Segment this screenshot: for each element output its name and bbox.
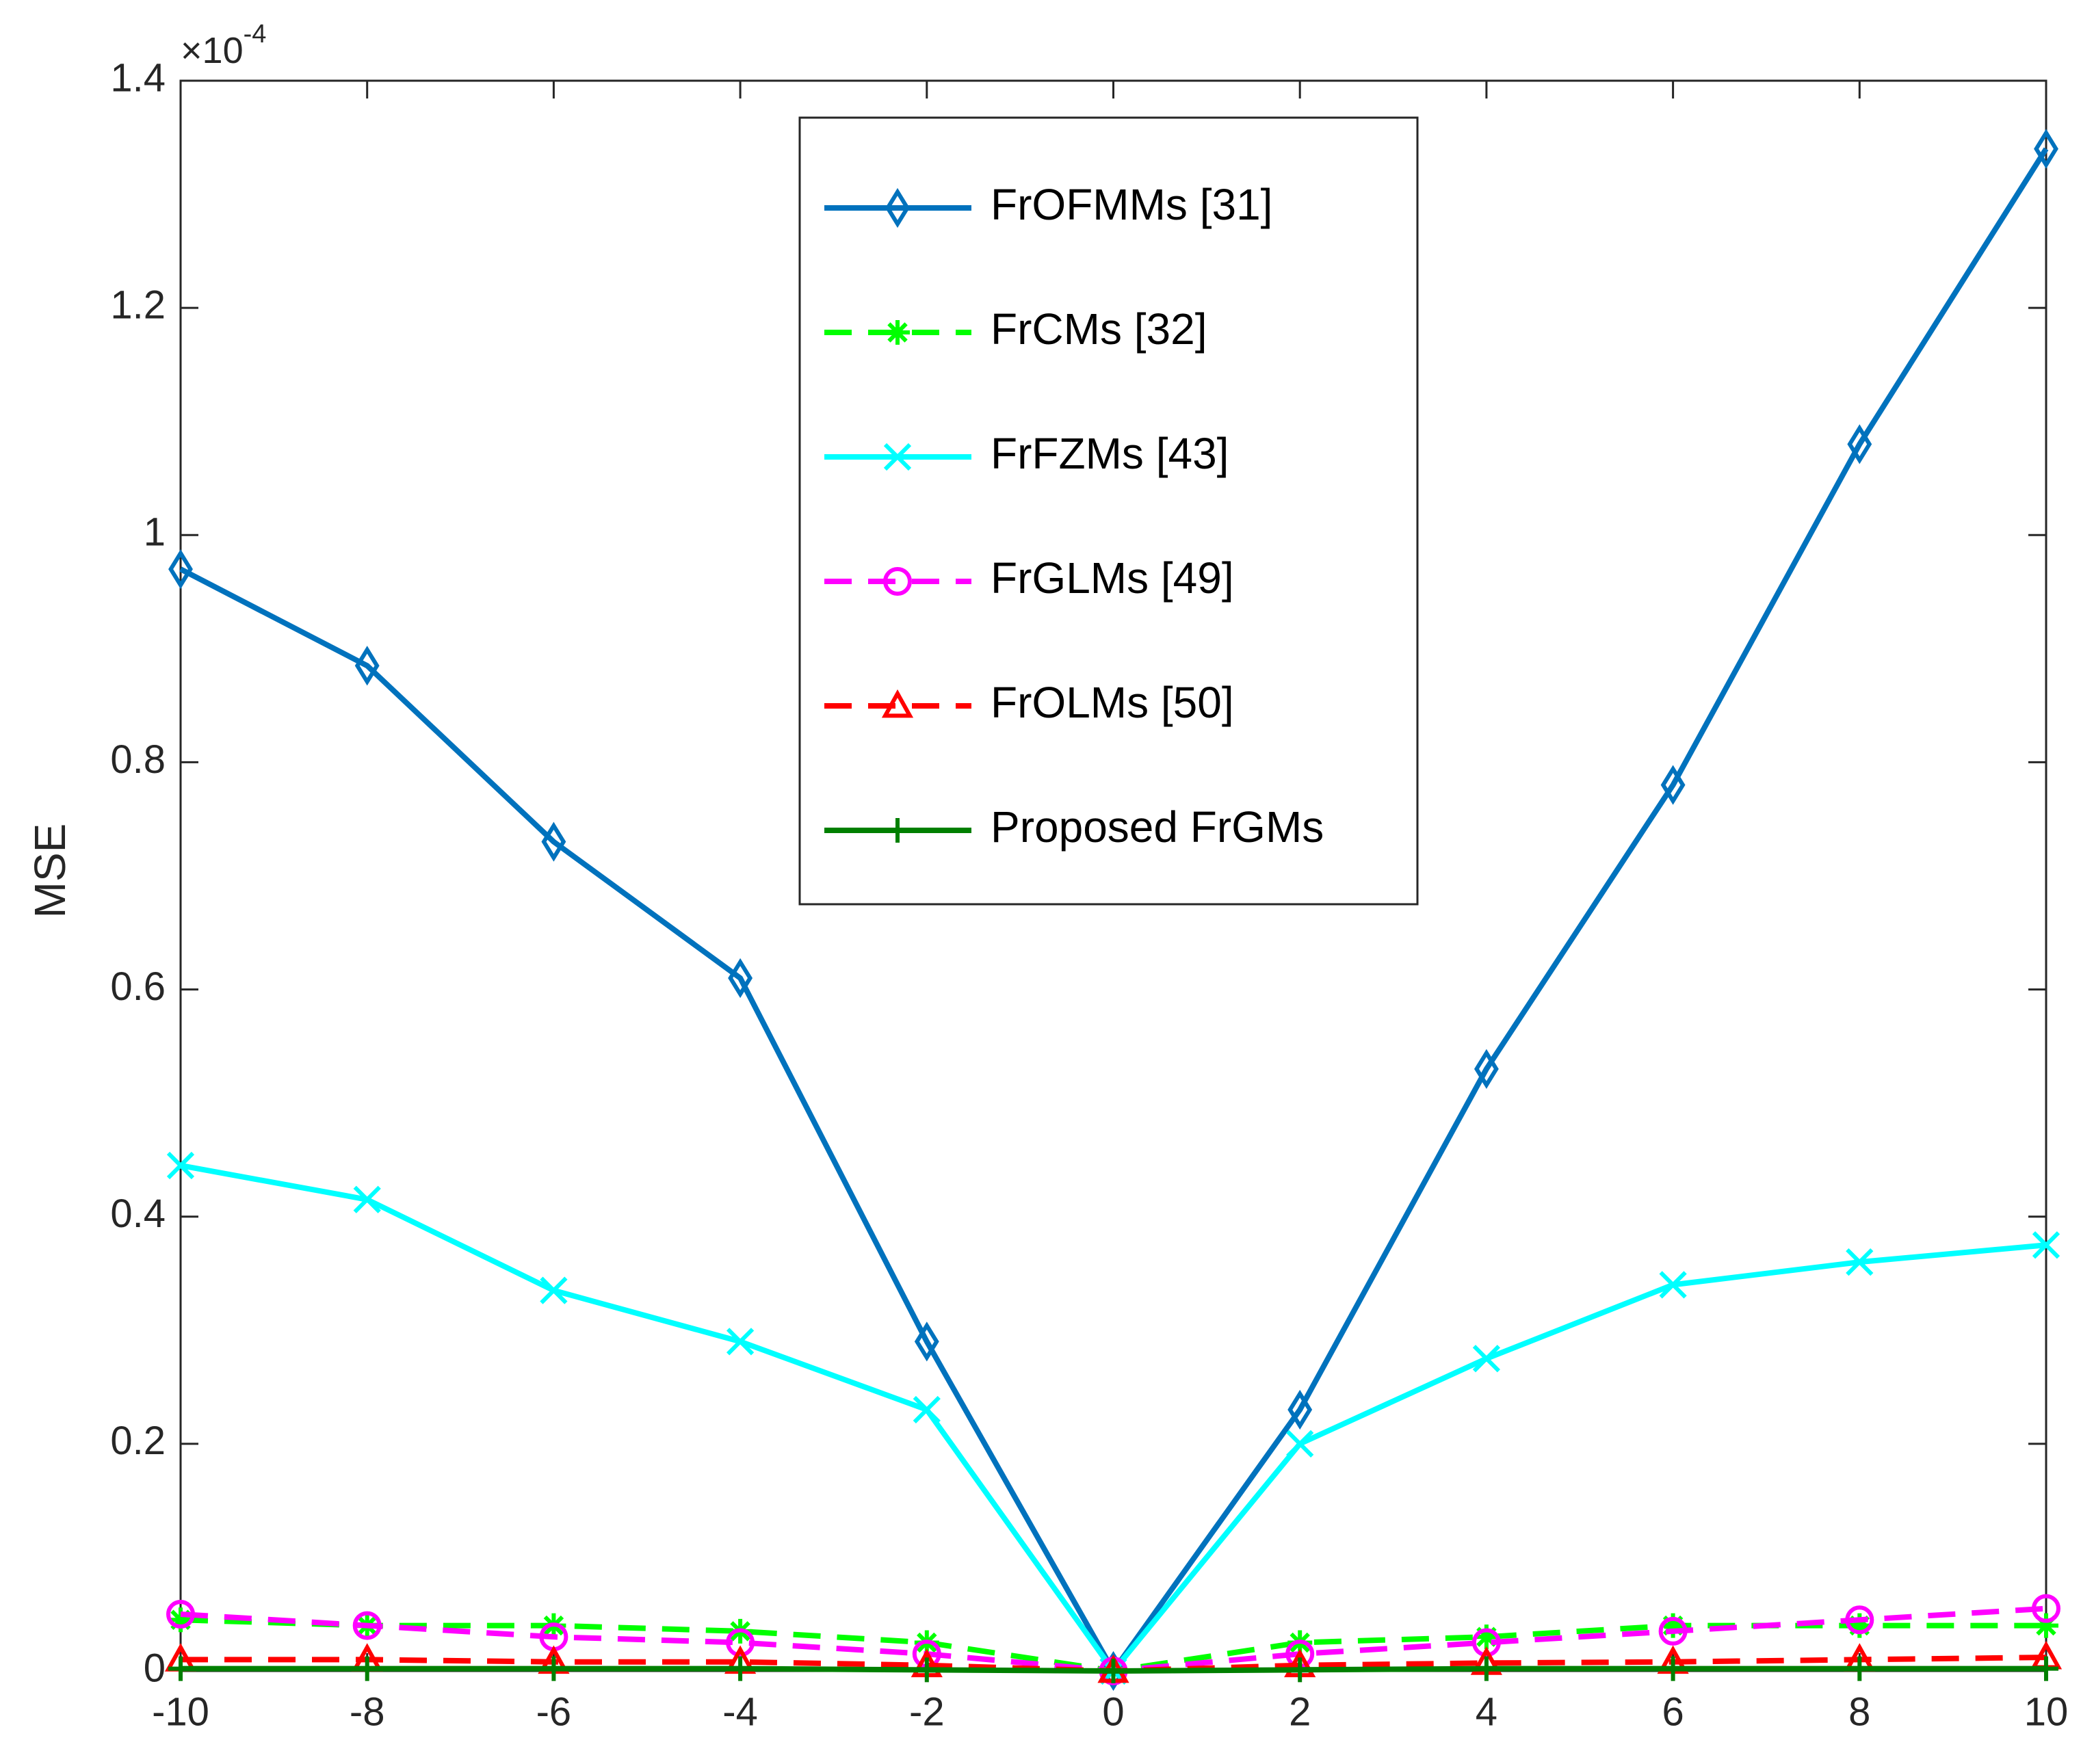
marker <box>166 1151 195 1180</box>
marker <box>2034 129 2058 169</box>
y-axis-label: MSE <box>25 824 75 919</box>
marker <box>914 1321 939 1362</box>
marker <box>168 549 193 590</box>
marker <box>1474 1656 1499 1681</box>
marker <box>1847 424 1872 464</box>
marker <box>1847 1613 1872 1638</box>
marker <box>353 1185 381 1213</box>
y-tick-label: 1.2 <box>110 282 166 327</box>
y-tick-label: 0.2 <box>110 1419 166 1463</box>
marker <box>728 1656 753 1681</box>
marker <box>885 818 910 843</box>
x-tick-label: 6 <box>1662 1689 1684 1734</box>
marker <box>885 187 910 228</box>
legend-label: FrGLMs [49] <box>991 553 1234 603</box>
x-tick-label: 4 <box>1476 1689 1497 1734</box>
marker <box>1845 1605 1874 1635</box>
marker <box>352 1611 382 1640</box>
marker <box>726 1328 755 1356</box>
y-tick-label: 1 <box>144 510 166 555</box>
marker <box>1474 1624 1499 1650</box>
y-multiplier-base: ×10 <box>181 30 244 71</box>
x-tick-label: 10 <box>2024 1689 2069 1734</box>
x-tick-label: -8 <box>350 1689 385 1734</box>
marker <box>1847 1656 1872 1681</box>
x-tick-label: -6 <box>536 1689 572 1734</box>
marker <box>881 689 914 718</box>
marker <box>354 1656 380 1681</box>
marker <box>1472 1345 1501 1373</box>
marker <box>2034 1656 2058 1681</box>
marker <box>354 646 380 686</box>
legend-label: Proposed FrGMs <box>991 802 1324 852</box>
marker <box>1658 1616 1688 1646</box>
legend: FrOFMMs [31] FrCMs [32] FrFZMs [43] FrGLMs … <box>798 116 1419 906</box>
legend-label: FrCMs [32] <box>991 304 1207 354</box>
marker <box>1101 1659 1126 1683</box>
legend-label: FrOFMMs [31] <box>991 180 1272 229</box>
marker <box>726 1628 755 1657</box>
y-multiplier: ×10-4 <box>181 20 266 71</box>
marker <box>540 1276 568 1304</box>
legend-label: FrOLMs [50] <box>991 678 1234 727</box>
marker <box>883 443 912 471</box>
marker <box>1660 1656 1686 1681</box>
marker <box>885 320 910 345</box>
marker <box>1659 1271 1687 1299</box>
marker <box>1287 1389 1313 1430</box>
legend-label: FrFZMs [43] <box>991 429 1229 478</box>
marker <box>541 821 566 862</box>
marker <box>1286 1430 1314 1458</box>
y-tick-label: 1.4 <box>110 55 166 100</box>
y-tick-label: 0 <box>144 1646 166 1690</box>
x-tick-label: -4 <box>722 1689 758 1734</box>
y-multiplier-exponent: -4 <box>244 20 267 49</box>
marker <box>1660 765 1686 805</box>
marker <box>1846 1248 1874 1276</box>
marker <box>166 1599 195 1629</box>
marker <box>168 1607 193 1633</box>
marker <box>168 1656 193 1681</box>
x-tick-label: 0 <box>1102 1689 1124 1734</box>
marker <box>914 1657 939 1683</box>
x-tick-label: 8 <box>1848 1689 1870 1734</box>
marker <box>2032 1594 2060 1623</box>
x-tick-label: 2 <box>1289 1689 1311 1734</box>
x-tick-label: -10 <box>152 1689 209 1734</box>
y-tick-label: 0.6 <box>110 964 166 1009</box>
marker <box>913 1395 941 1424</box>
marker <box>728 958 753 999</box>
y-tick-label: 0.8 <box>110 737 166 782</box>
marker <box>1660 1613 1686 1638</box>
marker <box>883 567 912 596</box>
marker <box>541 1656 566 1681</box>
y-tick-label: 0.4 <box>110 1192 166 1236</box>
legend-box <box>798 116 1419 906</box>
marker <box>2034 1613 2058 1638</box>
marker <box>1474 1049 1499 1089</box>
x-tick-label: -2 <box>909 1689 945 1734</box>
marker <box>2032 1231 2060 1259</box>
marker <box>1287 1657 1313 1683</box>
